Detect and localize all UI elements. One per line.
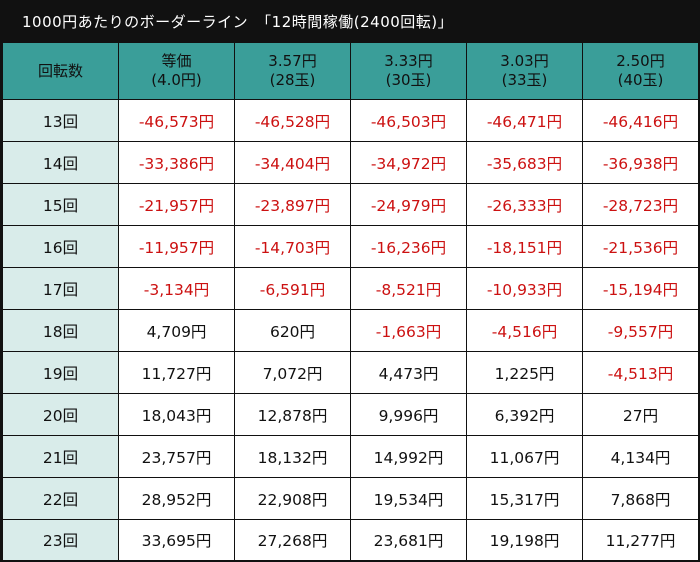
value-cell: 7,868円 (582, 477, 699, 520)
value-cell: -4,516円 (466, 309, 583, 352)
table-row: 15回 -21,957円 -23,897円 -24,979円 -26,333円 -28,7… (2, 183, 699, 226)
value-cell: -18,151円 (466, 225, 583, 268)
value-cell: -21,957円 (118, 183, 235, 226)
row-label-rotations: 13回 (2, 99, 119, 142)
value-cell: -35,683円 (466, 141, 583, 184)
header-col-rate: (4.0円) (151, 71, 202, 89)
header-col-3-57: 3.57円 (28玉) (234, 42, 351, 100)
value-cell: -9,557円 (582, 309, 699, 352)
header-col-rate: (40玉) (617, 71, 664, 89)
row-label-rotations: 15回 (2, 183, 119, 226)
row-label-rotations: 21回 (2, 435, 119, 478)
header-col-name: 3.33円 (384, 52, 433, 70)
table-row: 22回 28,952円 22,908円 19,534円 15,317円 7,868円 (2, 477, 699, 520)
border-line-table: 回転数 等価 (4.0円) 3.57円 (28玉) 3.33円 (30玉) 3.03円… (2, 42, 699, 561)
value-cell: -46,416円 (582, 99, 699, 142)
table-row: 20回 18,043円 12,878円 9,996円 6,392円 27円 (2, 393, 699, 436)
value-cell: 23,757円 (118, 435, 235, 478)
table-title: 1000円あたりのボーダーライン 「12時間稼働(2400回転)」 (22, 13, 454, 31)
value-cell: -36,938円 (582, 141, 699, 184)
header-col-name: 3.57円 (268, 52, 317, 70)
row-label-rotations: 16回 (2, 225, 119, 268)
value-cell: 1,225円 (466, 351, 583, 394)
table-row: 17回 -3,134円 -6,591円 -8,521円 -10,933円 -15,194円 (2, 267, 699, 310)
value-cell: 620円 (234, 309, 351, 352)
table-row: 14回 -33,386円 -34,404円 -34,972円 -35,683円 -36,9… (2, 141, 699, 184)
table-row: 16回 -11,957円 -14,703円 -16,236円 -18,151円 -21,5… (2, 225, 699, 268)
value-cell: 14,992円 (350, 435, 467, 478)
header-col-rate: (28玉) (269, 71, 316, 89)
row-label-rotations: 22回 (2, 477, 119, 520)
value-cell: -6,591円 (234, 267, 351, 310)
header-row: 回転数 等価 (4.0円) 3.57円 (28玉) 3.33円 (30玉) 3.03円… (2, 42, 699, 100)
value-cell: -23,897円 (234, 183, 351, 226)
value-cell: 18,043円 (118, 393, 235, 436)
value-cell: 9,996円 (350, 393, 467, 436)
header-col-rate: (33玉) (501, 71, 548, 89)
value-cell: 11,277円 (582, 519, 699, 561)
value-cell: 4,709円 (118, 309, 235, 352)
header-col-name: 2.50円 (616, 52, 665, 70)
value-cell: 15,317円 (466, 477, 583, 520)
header-col-equal-rate: 等価 (4.0円) (118, 42, 235, 100)
row-label-rotations: 17回 (2, 267, 119, 310)
value-cell: -46,503円 (350, 99, 467, 142)
value-cell: -21,536円 (582, 225, 699, 268)
value-cell: 11,727円 (118, 351, 235, 394)
header-col-3-03: 3.03円 (33玉) (466, 42, 583, 100)
value-cell: 19,534円 (350, 477, 467, 520)
value-cell: -1,663円 (350, 309, 467, 352)
header-col-3-33: 3.33円 (30玉) (350, 42, 467, 100)
value-cell: 22,908円 (234, 477, 351, 520)
table-row: 23回 33,695円 27,268円 23,681円 19,198円 11,277円 (2, 519, 699, 561)
value-cell: -14,703円 (234, 225, 351, 268)
row-label-rotations: 19回 (2, 351, 119, 394)
value-cell: 12,878円 (234, 393, 351, 436)
value-cell: -10,933円 (466, 267, 583, 310)
value-cell: -34,404円 (234, 141, 351, 184)
table-row: 19回 11,727円 7,072円 4,473円 1,225円 -4,513円 (2, 351, 699, 394)
value-cell: -15,194円 (582, 267, 699, 310)
value-cell: -33,386円 (118, 141, 235, 184)
value-cell: 7,072円 (234, 351, 351, 394)
row-label-rotations: 20回 (2, 393, 119, 436)
value-cell: -4,513円 (582, 351, 699, 394)
value-cell: -46,471円 (466, 99, 583, 142)
header-col-rate: (30玉) (385, 71, 432, 89)
value-cell: 23,681円 (350, 519, 467, 561)
value-cell: -46,573円 (118, 99, 235, 142)
table-body: 13回 -46,573円 -46,528円 -46,503円 -46,471円 -46,4… (2, 99, 699, 561)
table-row: 21回 23,757円 18,132円 14,992円 11,067円 4,134円 (2, 435, 699, 478)
header-row-label: 回転数 (2, 42, 119, 100)
value-cell: -8,521円 (350, 267, 467, 310)
value-cell: -26,333円 (466, 183, 583, 226)
value-cell: -3,134円 (118, 267, 235, 310)
value-cell: 19,198円 (466, 519, 583, 561)
value-cell: 27,268円 (234, 519, 351, 561)
row-label-rotations: 23回 (2, 519, 119, 561)
value-cell: -34,972円 (350, 141, 467, 184)
row-label-rotations: 18回 (2, 309, 119, 352)
value-cell: 11,067円 (466, 435, 583, 478)
header-col-name: 等価 (161, 52, 192, 70)
value-cell: 27円 (582, 393, 699, 436)
value-cell: 33,695円 (118, 519, 235, 561)
value-cell: 28,952円 (118, 477, 235, 520)
value-cell: 6,392円 (466, 393, 583, 436)
header-col-2-50: 2.50円 (40玉) (582, 42, 699, 100)
value-cell: 4,473円 (350, 351, 467, 394)
value-cell: 4,134円 (582, 435, 699, 478)
value-cell: -24,979円 (350, 183, 467, 226)
value-cell: -28,723円 (582, 183, 699, 226)
row-label-rotations: 14回 (2, 141, 119, 184)
value-cell: 18,132円 (234, 435, 351, 478)
table-row: 18回 4,709円 620円 -1,663円 -4,516円 -9,557円 (2, 309, 699, 352)
value-cell: -46,528円 (234, 99, 351, 142)
value-cell: -11,957円 (118, 225, 235, 268)
value-cell: -16,236円 (350, 225, 467, 268)
table-row: 13回 -46,573円 -46,528円 -46,503円 -46,471円 -46,4… (2, 99, 699, 142)
header-col-name: 3.03円 (500, 52, 549, 70)
